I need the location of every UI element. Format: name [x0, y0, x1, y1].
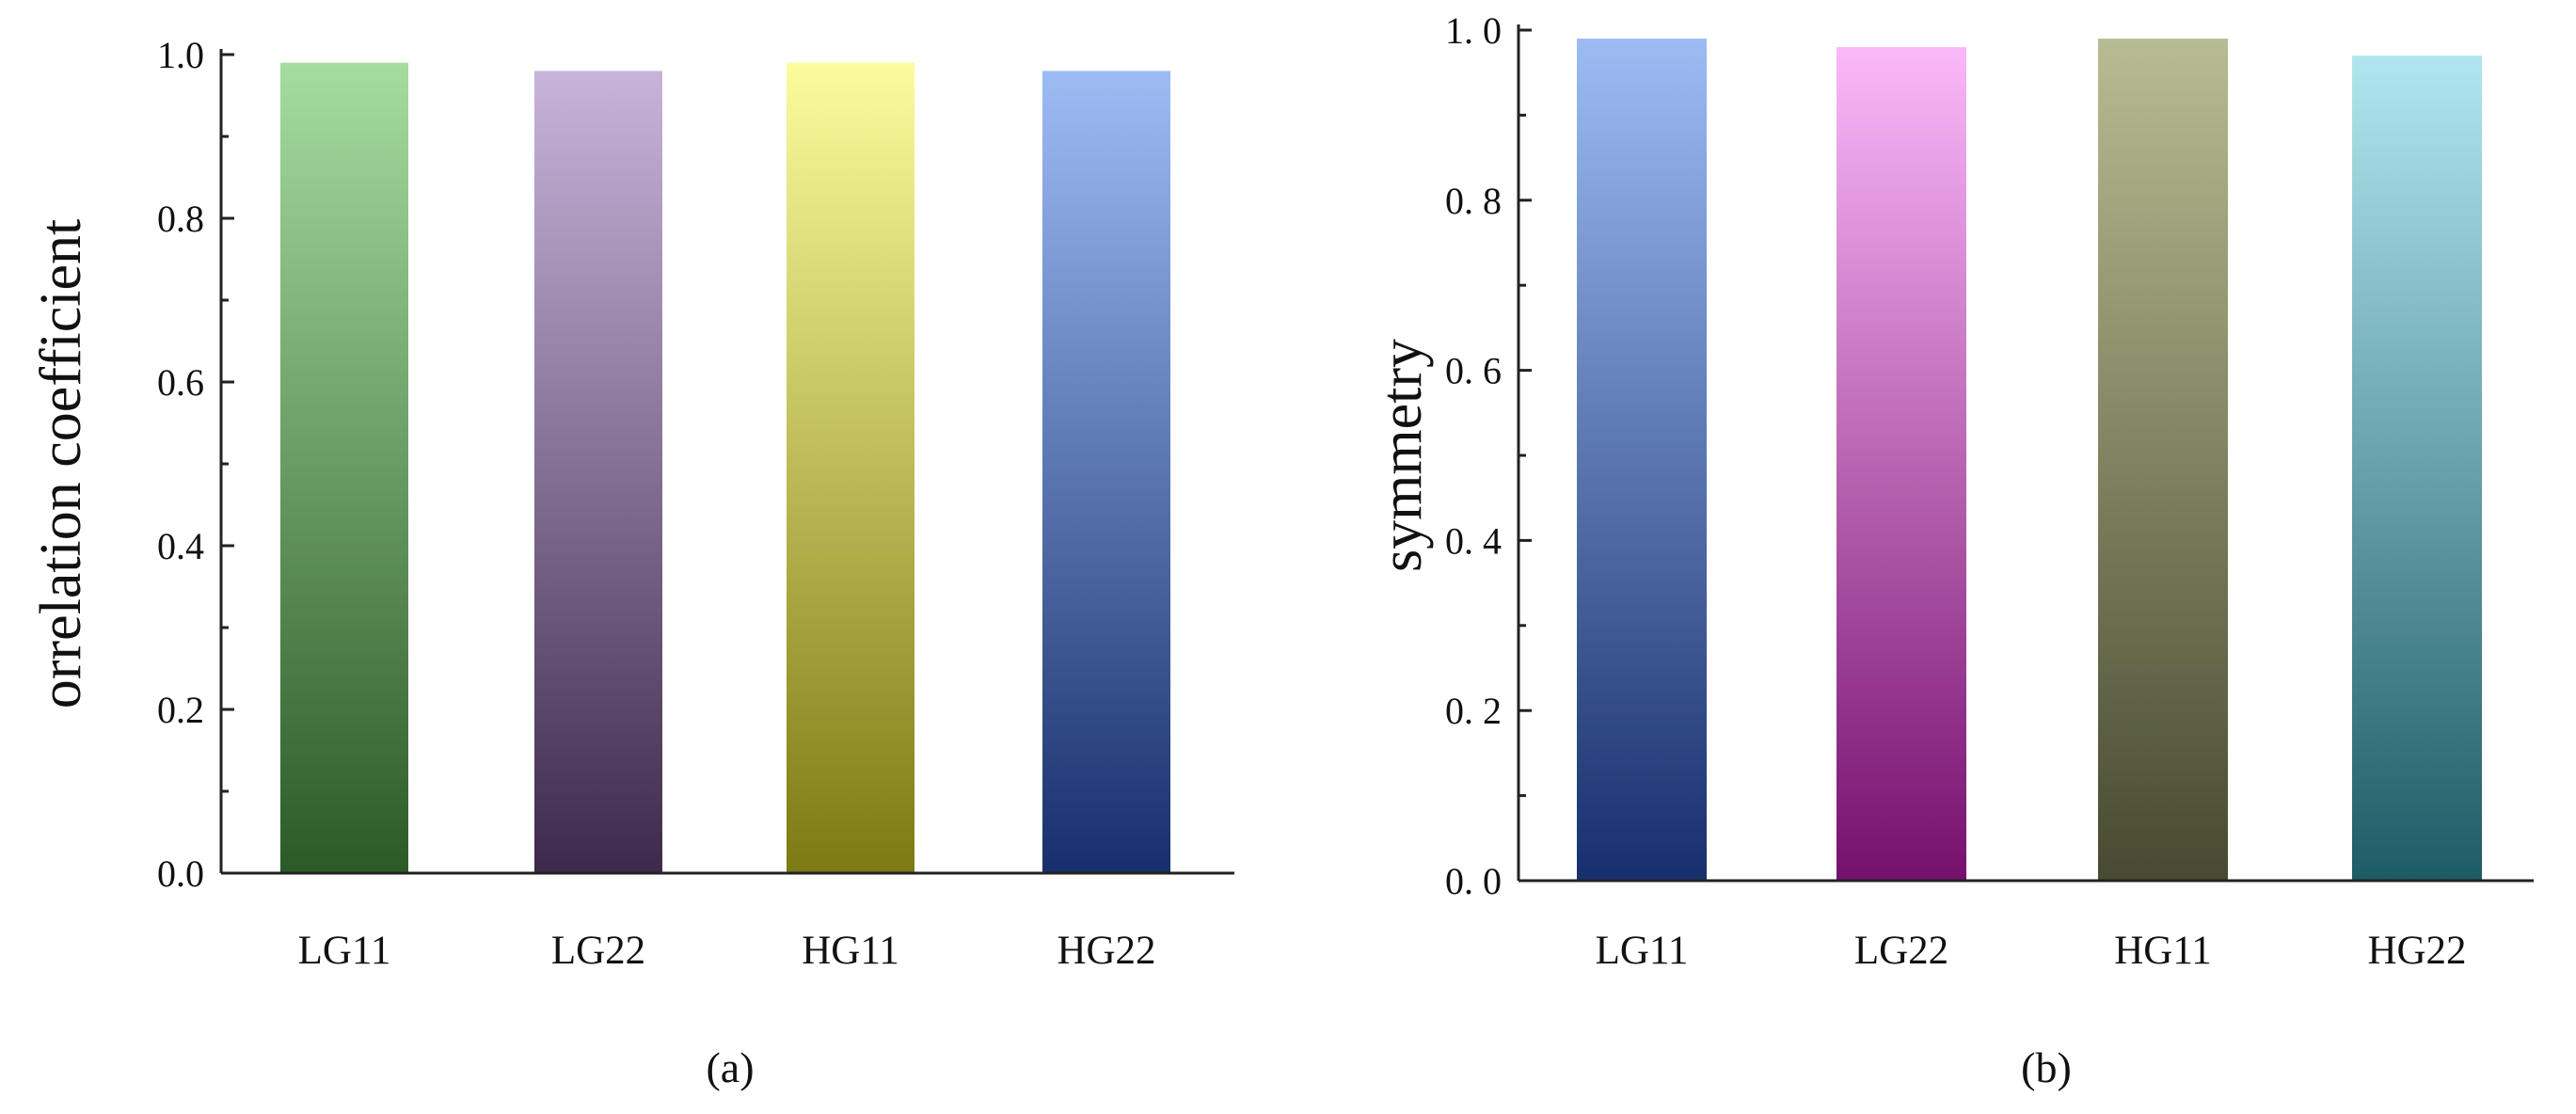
y-tick-label: 0.2 — [157, 689, 204, 731]
x-tick-label-hg22: HG22 — [2367, 929, 2466, 973]
y-tick-label: 0. 6 — [1445, 350, 1502, 392]
x-tick-label-hg22: HG22 — [1057, 929, 1155, 973]
x-tick-label-hg11: HG11 — [802, 929, 899, 973]
y-tick-label: 0. 8 — [1445, 180, 1502, 222]
y-tick-label: 0.4 — [157, 525, 204, 567]
y-tick-label: 0.6 — [157, 361, 204, 404]
chart-panel-a: 0.0 0.2 0.4 0.6 0.8 1.0 LG11 LG22 HG11 HG22 orre… — [29, 34, 1234, 1091]
x-tick-label-lg22: LG22 — [551, 929, 645, 973]
x-tick-labels-b: LG11 LG22 HG11 HG22 — [1596, 929, 2467, 973]
y-tick-label: 0. 4 — [1445, 519, 1502, 562]
y-tick-label: 1.0 — [157, 34, 204, 76]
y-tick-label: 0. 0 — [1445, 860, 1502, 902]
x-tick-label-lg22: LG22 — [1854, 929, 1948, 973]
bar-lg22 — [534, 71, 662, 873]
y-tick-label: 0.8 — [157, 198, 204, 240]
bar-lg11 — [280, 62, 408, 873]
bar-hg11 — [787, 62, 914, 873]
y-tick-label: 0.0 — [157, 852, 204, 895]
x-tick-label-hg11: HG11 — [2114, 929, 2212, 973]
y-ticks-b: 0. 0 0. 2 0. 4 0. 6 0. 8 1. 0 — [1445, 9, 1532, 902]
bar-hg22 — [2352, 56, 2482, 882]
y-axis-title-b: symmetry — [1370, 339, 1434, 572]
bar-lg11 — [1577, 39, 1707, 882]
panel-label-b: (b) — [2021, 1043, 2072, 1091]
chart-panel-b: 0. 0 0. 2 0. 4 0. 6 0. 8 1. 0 LG11 LG22 HG11 HG2… — [1370, 9, 2534, 1091]
x-tick-label-lg11: LG11 — [1596, 929, 1689, 973]
x-tick-label-lg11: LG11 — [298, 929, 391, 973]
bars-b — [1577, 39, 2482, 882]
bars-a — [280, 62, 1170, 873]
y-axis-title-a: orrelation coefficient — [29, 219, 93, 708]
y-tick-label: 0. 2 — [1445, 690, 1502, 732]
bar-lg22 — [1837, 47, 1966, 881]
panel-label-a: (a) — [706, 1043, 754, 1091]
y-tick-label: 1. 0 — [1445, 9, 1502, 52]
bar-hg11 — [2098, 39, 2228, 882]
x-tick-labels-a: LG11 LG22 HG11 HG22 — [298, 929, 1156, 973]
y-ticks-a: 0.0 0.2 0.4 0.6 0.8 1.0 — [157, 34, 234, 895]
bar-hg22 — [1042, 71, 1170, 873]
